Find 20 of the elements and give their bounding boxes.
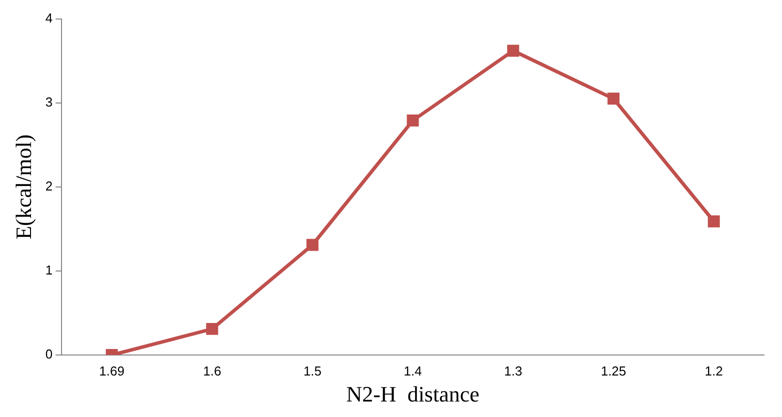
x-tick-label: 1.69	[99, 363, 124, 378]
y-tick-label: 4	[45, 10, 53, 26]
x-tick-label: 1.6	[203, 363, 222, 378]
x-tick-label: 1.25	[600, 363, 626, 378]
y-tick-label: 0	[45, 346, 53, 362]
point	[507, 44, 520, 57]
x-tick-label: 1.2	[704, 363, 723, 378]
point	[608, 92, 620, 105]
point	[306, 238, 318, 251]
x-tick-label: 1.3	[504, 363, 522, 378]
y-tick-label: 2	[45, 178, 53, 194]
point	[406, 114, 419, 126]
point	[206, 322, 218, 335]
y-tick-label: 1	[45, 262, 53, 278]
y-axis-title: E(kcal/mol)	[10, 134, 36, 240]
x-tick-label: 1.5	[303, 363, 322, 378]
x-axis-title: N2-H distance	[346, 382, 480, 407]
y-tick-label: 3	[45, 94, 53, 110]
point	[708, 215, 720, 228]
x-tick-label: 1.4	[404, 363, 422, 378]
